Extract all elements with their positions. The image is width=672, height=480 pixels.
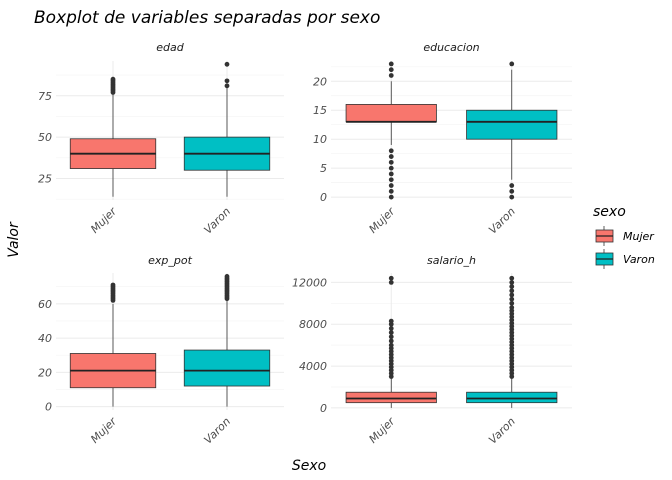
y-tick-label: 20 [313,75,327,88]
outlier-point [224,274,230,279]
x-axis-label: Sexo [292,458,326,474]
outlier-point [388,334,394,340]
y-tick-label: 0 [320,402,327,415]
outlier-point [388,148,394,154]
box-iqr [466,391,558,404]
x-tick-label: Mujer [88,204,120,236]
outlier-point [509,305,515,310]
box-varon [183,274,271,407]
outlier-point [388,67,394,73]
outlier-point [224,78,230,84]
x-tick-label: Varon [201,205,233,237]
box-iqr [183,349,271,387]
grid-lines [56,61,284,200]
outlier-point [509,300,515,306]
panel-edad: edad 25 50 75 Mujer Varon [38,41,284,237]
y-tick-label: 50 [38,131,52,144]
x-tick-label: Mujer [366,414,398,446]
box-varon [466,275,558,408]
panel-title: educacion [423,41,479,54]
box-mujer [345,275,437,408]
outlier-point [110,282,116,288]
y-tick-label: 60 [38,298,52,311]
x-tick-label: Varon [486,205,518,237]
outlier-point [388,338,394,344]
outlier-point [388,154,394,159]
outlier-point [388,183,394,188]
y-tick-label: 75 [38,90,52,103]
box-varon [183,61,271,197]
y-axis-label: Valor [6,221,22,258]
grid-lines [56,273,284,410]
y-tick-label: 5 [320,162,327,175]
outlier-point [224,83,230,89]
x-tick-label: Mujer [88,414,120,446]
outlier-point [509,292,515,298]
outlier-point [388,171,394,177]
box-varon [466,61,558,200]
box-iqr [345,391,437,404]
y-tick-label: 10 [313,133,327,146]
y-tick-label: 40 [38,332,52,345]
outlier-point [388,280,394,285]
box-mujer [69,76,157,197]
outlier-point [388,159,394,165]
outlier-point [388,330,394,336]
y-tick-label: 20 [38,366,52,379]
legend: sexo Mujer Varon [593,204,655,269]
outlier-point [388,342,394,348]
outlier-point [509,188,515,194]
panel-exp_pot: exp_pot 0 20 40 60 Mujer Varon [38,254,284,447]
outlier-point [388,61,394,67]
legend-title: sexo [593,204,626,220]
outlier-point [509,61,515,67]
outlier-point [388,165,394,171]
outlier-point [224,61,230,67]
x-tick-label: Varon [201,415,233,447]
box-iqr [345,104,437,123]
chart-title: Boxplot de variables separadas por sexo [34,8,380,28]
grid-lines [331,273,572,410]
y-tick-label: 15 [313,104,327,117]
box-mujer [69,282,157,407]
outlier-point [509,194,515,200]
outlier-point [388,275,394,281]
outlier-point [509,280,515,285]
outlier-point [388,177,394,183]
y-tick-label: 12000 [292,276,327,289]
box-iqr [466,109,558,140]
panel-title: salario_h [427,254,476,267]
panel-educacion: educacion 0 5 10 15 20 Mujer Varon [313,41,572,237]
outlier-point [388,194,394,200]
legend-entry-varon: Varon [595,249,655,269]
box-mujer [345,61,437,200]
y-tick-label: 8000 [299,318,327,331]
outlier-point [110,76,116,82]
y-tick-label: 25 [38,172,52,185]
y-tick-label: 4000 [299,360,327,373]
panel-title: edad [156,41,184,54]
outlier-point [388,318,394,324]
y-tick-label: 0 [45,401,52,414]
outlier-point [388,188,394,194]
y-tick-label: 0 [320,191,327,204]
outlier-point [509,275,515,281]
outlier-point [388,73,394,78]
legend-label: Mujer [623,230,655,243]
x-tick-label: Mujer [366,204,398,236]
legend-entry-mujer: Mujer [595,226,655,246]
outlier-point [509,296,515,302]
outlier-point [509,183,515,188]
panel-salario_h: salario_h 0 4000 8000 12000 Mujer Varon [292,254,572,447]
x-tick-label: Varon [486,415,518,447]
legend-label: Varon [623,253,655,266]
outlier-point [509,284,515,289]
panel-title: exp_pot [148,254,192,267]
outlier-point [388,326,394,331]
facet-panels: edad 25 50 75 Mujer Varon educacion 0 5 10 15 20 Muj… [38,41,572,447]
outlier-point [509,288,515,294]
